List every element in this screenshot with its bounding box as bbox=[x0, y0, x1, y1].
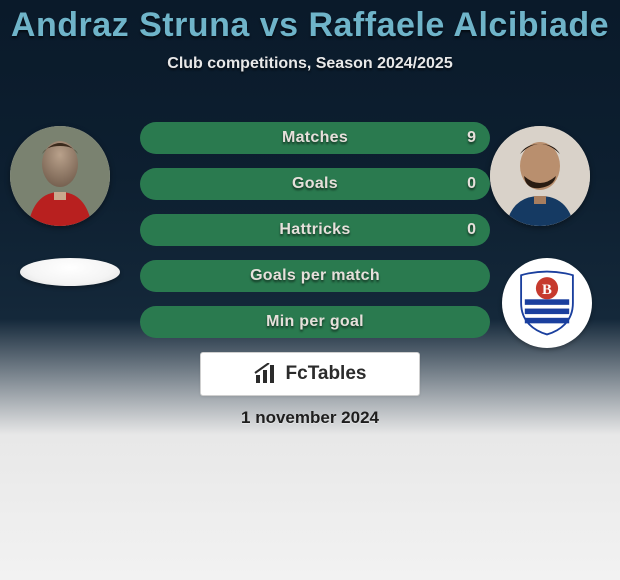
page-title: Andraz Struna vs Raffaele Alcibiade bbox=[0, 0, 620, 45]
stat-bar: Goals per match bbox=[140, 260, 490, 292]
logo-brand: FcTables bbox=[286, 363, 367, 384]
club-right-crest: B bbox=[510, 266, 584, 340]
bar-label: Goals per match bbox=[140, 260, 490, 292]
club-left-badge bbox=[20, 258, 120, 286]
player-right-avatar bbox=[490, 126, 590, 226]
bar-label: Matches bbox=[140, 122, 490, 154]
subtitle: Club competitions, Season 2024/2025 bbox=[0, 55, 620, 73]
date-label: 1 november 2024 bbox=[0, 408, 620, 428]
bar-label: Goals bbox=[140, 168, 490, 200]
stat-bar: Goals0 bbox=[140, 168, 490, 200]
bar-label: Hattricks bbox=[140, 214, 490, 246]
player-left-avatar bbox=[10, 126, 110, 226]
stat-bars: Matches9Goals0Hattricks0Goals per matchM… bbox=[140, 122, 490, 352]
logo-text: FcTables bbox=[286, 363, 367, 385]
infographic-root: Andraz Struna vs Raffaele Alcibiade Club… bbox=[0, 0, 620, 580]
fctables-logo: FcTables bbox=[200, 352, 420, 396]
player-left-portrait-placeholder bbox=[10, 126, 110, 226]
stat-bar: Min per goal bbox=[140, 306, 490, 338]
bar-right-value: 9 bbox=[467, 122, 476, 154]
bar-label: Min per goal bbox=[140, 306, 490, 338]
bar-right-value: 0 bbox=[467, 214, 476, 246]
bar-right-value: 0 bbox=[467, 168, 476, 200]
player-right-portrait-placeholder bbox=[490, 126, 590, 226]
stat-bar: Matches9 bbox=[140, 122, 490, 154]
bar-chart-icon bbox=[254, 363, 280, 385]
svg-text:B: B bbox=[542, 282, 552, 298]
stat-bar: Hattricks0 bbox=[140, 214, 490, 246]
club-right-badge: B bbox=[502, 258, 592, 348]
